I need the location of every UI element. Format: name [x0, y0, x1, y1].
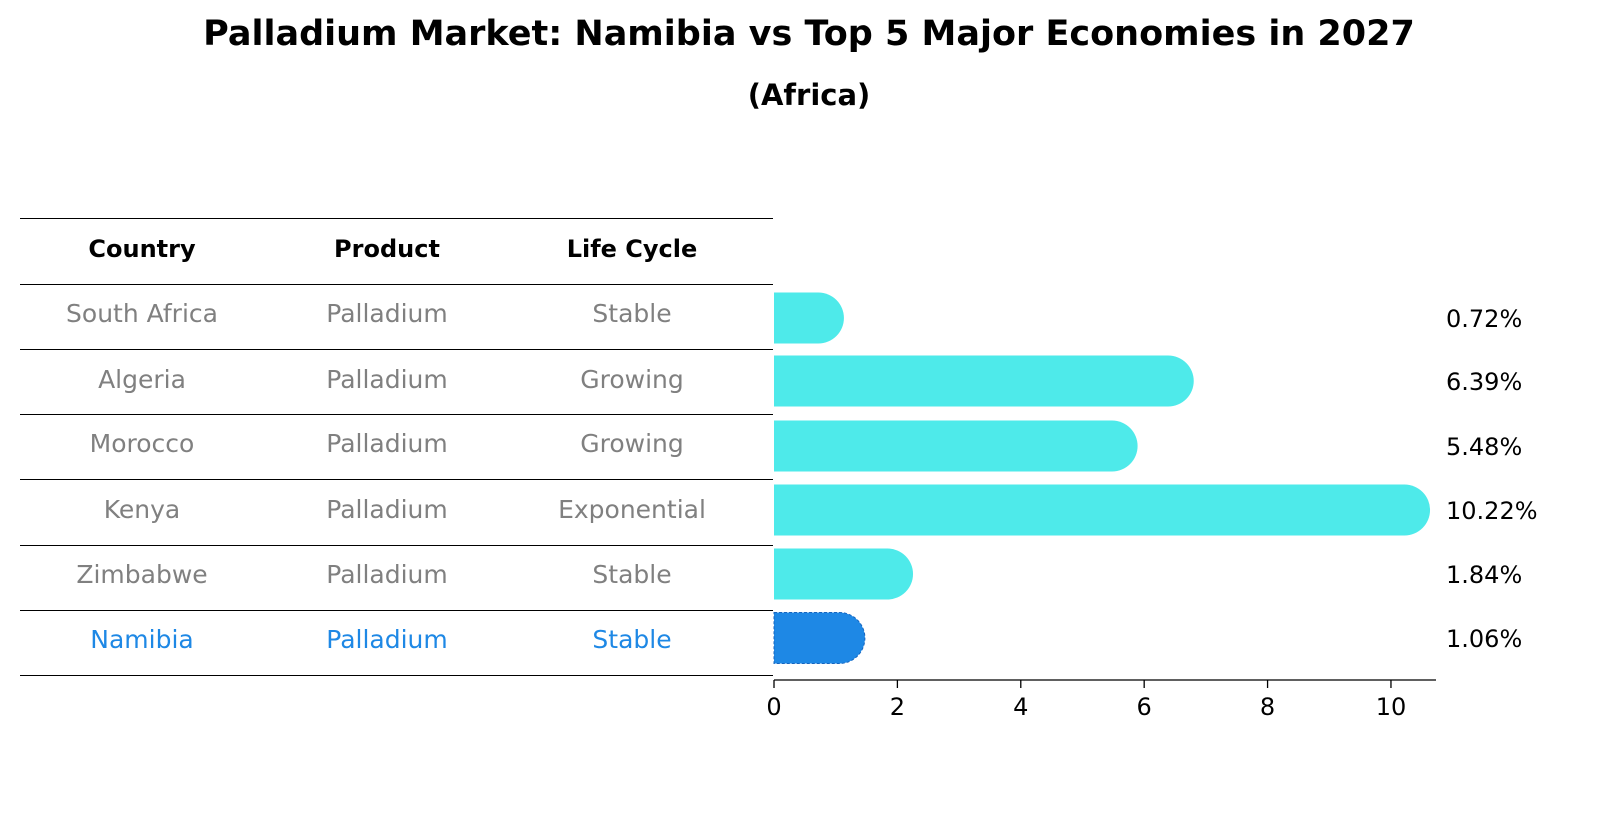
header-product: Product — [334, 235, 440, 263]
value-label: 10.22% — [1446, 497, 1538, 525]
value-label: 1.84% — [1446, 561, 1522, 589]
table-rule — [20, 284, 773, 285]
x-tick-label: 10 — [1376, 693, 1407, 721]
cell-life-cycle: Stable — [592, 560, 672, 589]
header-life-cycle: Life Cycle — [566, 235, 698, 263]
cell-country: Kenya — [103, 495, 181, 524]
table-rule — [20, 545, 773, 546]
bar-zimbabwe — [774, 548, 914, 600]
cell-country: Zimbabwe — [76, 560, 208, 589]
cell-product: Palladium — [326, 299, 448, 328]
cell-life-cycle: Stable — [592, 299, 672, 328]
cell-product: Palladium — [326, 429, 448, 458]
bar-algeria — [774, 355, 1194, 407]
cell-product: Palladium — [326, 560, 448, 589]
cell-country: Algeria — [98, 365, 186, 394]
cell-product: Palladium — [326, 365, 448, 394]
bar-namibia — [773, 612, 866, 664]
x-tick-label: 4 — [1013, 693, 1028, 721]
cell-life-cycle: Growing — [580, 365, 684, 394]
x-tick-label: 8 — [1260, 693, 1275, 721]
chart-subtitle: (Africa) — [747, 78, 871, 112]
bar-kenya — [774, 484, 1431, 536]
x-tick-label: 2 — [890, 693, 905, 721]
table-rule — [20, 610, 773, 611]
value-label: 1.06% — [1446, 625, 1522, 653]
header-country: Country — [88, 235, 196, 263]
cell-life-cycle: Exponential — [558, 495, 706, 524]
table-rule — [20, 479, 773, 480]
cell-country: South Africa — [66, 299, 218, 328]
table-rule — [20, 218, 773, 219]
cell-product: Palladium — [326, 625, 448, 654]
table-rule — [20, 675, 773, 676]
cell-life-cycle: Stable — [592, 625, 672, 654]
value-label: 0.72% — [1446, 305, 1522, 333]
x-tick-label: 0 — [766, 693, 781, 721]
bar-morocco — [774, 420, 1138, 472]
value-label: 5.48% — [1446, 433, 1522, 461]
cell-country: Morocco — [89, 429, 195, 458]
value-label: 6.39% — [1446, 368, 1522, 396]
chart-title: Palladium Market: Namibia vs Top 5 Major… — [203, 14, 1415, 54]
table-rule — [20, 349, 773, 350]
cell-product: Palladium — [326, 495, 448, 524]
cell-country: Namibia — [90, 625, 194, 654]
x-tick-label: 6 — [1137, 693, 1152, 721]
bar-south-africa — [774, 292, 844, 344]
cell-life-cycle: Growing — [580, 429, 684, 458]
table-rule — [20, 414, 773, 415]
